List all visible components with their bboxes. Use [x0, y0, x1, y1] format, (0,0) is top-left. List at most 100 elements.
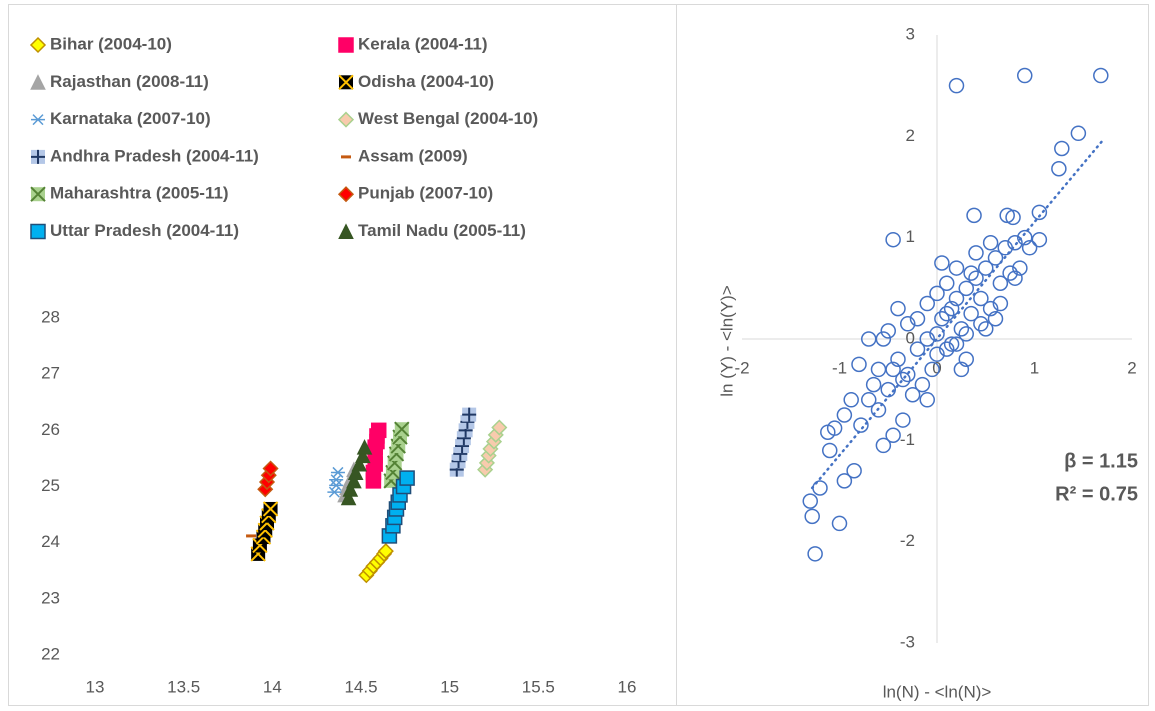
x-tick-label: 2	[1127, 358, 1136, 377]
legend-label: Rajasthan (2008-11)	[50, 72, 209, 91]
point	[939, 341, 955, 357]
point	[973, 316, 989, 332]
legend-marker	[30, 74, 46, 90]
point	[929, 285, 945, 302]
point	[968, 245, 984, 261]
legend-label: Karnataka (2007-10)	[50, 109, 211, 128]
point	[347, 464, 364, 480]
point	[836, 407, 853, 423]
legend-label: Maharashtra (2005-11)	[50, 184, 229, 203]
point	[919, 295, 935, 312]
legend-label: Kerala (2004-11)	[358, 34, 487, 53]
right-panel-border	[676, 4, 1149, 706]
point	[958, 280, 974, 297]
point	[802, 493, 818, 509]
point	[861, 392, 877, 408]
point	[807, 546, 823, 562]
legend-marker	[29, 36, 47, 54]
x-tick-label: 0	[932, 358, 941, 377]
y-tick-label: 26	[41, 420, 60, 439]
x-tick-label: 14.5	[344, 677, 377, 696]
point	[870, 402, 887, 418]
point	[997, 240, 1013, 256]
point	[1007, 270, 1023, 286]
point	[895, 371, 911, 388]
x-tick-label: -2	[734, 358, 749, 377]
legend-marker	[31, 149, 45, 164]
point	[904, 386, 921, 403]
point	[929, 326, 945, 342]
point	[934, 255, 950, 271]
point	[963, 305, 979, 322]
point	[948, 260, 965, 276]
point	[820, 424, 836, 440]
point-cross	[462, 407, 477, 422]
legend-label: Uttar Pradesh (2004-11)	[50, 221, 239, 240]
legend-label: Tamil Nadu (2005-11)	[358, 221, 526, 240]
point	[329, 474, 344, 486]
point	[929, 346, 945, 362]
point	[943, 300, 960, 317]
y-tick-label: -2	[900, 531, 915, 550]
legend-marker	[337, 186, 355, 203]
point	[377, 543, 394, 560]
point	[351, 455, 368, 472]
point	[992, 295, 1009, 312]
x-tick-label: 13.5	[167, 677, 200, 696]
point	[958, 326, 974, 342]
point	[870, 361, 887, 378]
x-tick-label: 14	[263, 677, 282, 696]
legend-label: Bihar (2004-10)	[50, 34, 172, 53]
legend-label: Andhra Pradesh (2004-11)	[50, 146, 259, 165]
point	[885, 427, 901, 444]
point	[846, 462, 862, 479]
x-axis-label: ln(N) - <ln(N)>	[883, 682, 992, 701]
point	[340, 489, 357, 506]
y-tick-label: 23	[41, 588, 60, 607]
point	[831, 515, 848, 532]
point	[853, 417, 869, 433]
point	[966, 207, 982, 224]
y-tick-label: 1	[906, 227, 915, 246]
y-axis-label: ln (Y) - <ln(Y)>	[717, 285, 736, 397]
point	[262, 460, 279, 477]
point	[885, 231, 901, 248]
point	[939, 305, 955, 322]
point	[958, 351, 974, 368]
point	[1031, 231, 1048, 248]
point	[354, 447, 371, 464]
point	[914, 376, 931, 393]
point	[1002, 265, 1018, 281]
x-tick-label: -1	[832, 358, 847, 377]
x-tick-label: 15.5	[522, 677, 555, 696]
point	[890, 351, 906, 368]
y-tick-label: 25	[41, 476, 60, 495]
x-tick-label: 15	[440, 677, 459, 696]
point	[987, 250, 1004, 266]
point	[342, 481, 359, 497]
point	[1007, 234, 1023, 251]
point	[843, 392, 859, 408]
legend-marker	[337, 111, 355, 128]
point	[973, 290, 989, 307]
point	[1054, 140, 1070, 157]
point	[346, 472, 362, 489]
legend-marker	[338, 223, 354, 239]
point	[1012, 260, 1028, 276]
point	[1021, 240, 1038, 256]
legend-label: Assam (2009)	[358, 146, 468, 165]
r2-annotation: R² = 0.75	[1055, 483, 1138, 505]
y-tick-label: 24	[41, 532, 60, 551]
point	[491, 419, 508, 436]
point	[327, 486, 342, 498]
point	[804, 508, 820, 525]
x-tick-label: 16	[618, 677, 637, 696]
y-tick-label: -1	[900, 430, 915, 449]
point	[822, 442, 838, 459]
point	[909, 341, 926, 357]
legend-marker	[338, 37, 354, 53]
point	[895, 412, 911, 428]
point	[1005, 209, 1021, 226]
x-tick-label: 13	[86, 677, 105, 696]
